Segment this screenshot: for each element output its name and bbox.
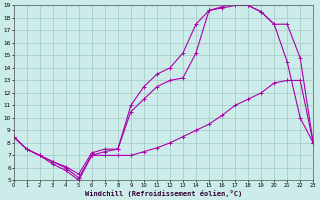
- X-axis label: Windchill (Refroidissement éolien,°C): Windchill (Refroidissement éolien,°C): [85, 190, 242, 197]
